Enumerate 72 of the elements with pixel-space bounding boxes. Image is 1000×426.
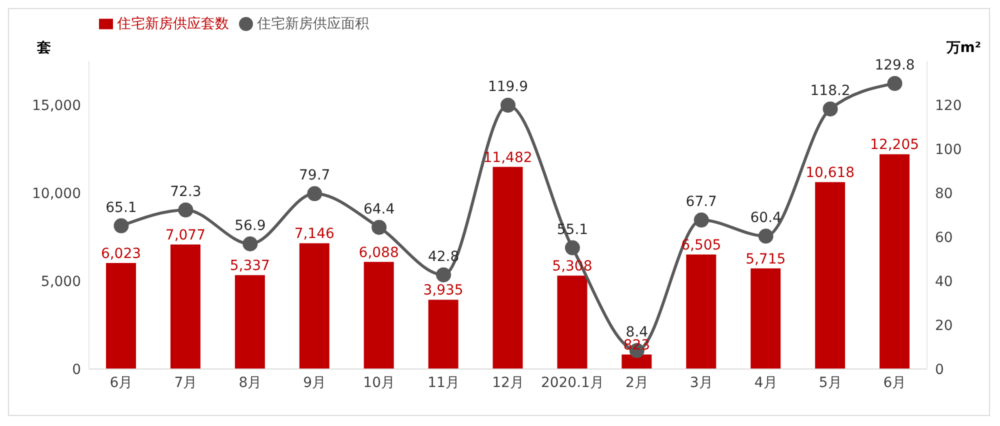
bar	[299, 243, 330, 369]
data-label: 67.7	[686, 194, 717, 210]
y2-axis-title: 万m²	[946, 40, 981, 56]
data-label: 119.9	[488, 79, 528, 96]
x-tick-label: 4月	[754, 374, 778, 391]
bar	[234, 275, 265, 369]
bar	[492, 166, 523, 369]
data-label: 79.7	[299, 168, 330, 184]
bar	[364, 262, 394, 369]
x-tick-label: 3月	[690, 374, 713, 391]
y2-tick-label: 40	[935, 274, 953, 290]
x-tick-label: 5月	[818, 374, 842, 391]
data-label: 118.2	[810, 82, 850, 99]
data-label: 65.1	[106, 200, 137, 216]
data-label: 3,935	[423, 282, 464, 299]
bar	[106, 262, 136, 369]
legend-label: 住宅新房供应面积	[257, 16, 369, 32]
data-label: 64.4	[363, 201, 395, 218]
bar	[750, 268, 781, 369]
data-label: 7,146	[294, 226, 335, 242]
data-label: 72.3	[170, 184, 202, 200]
bar	[880, 154, 910, 369]
point	[307, 186, 322, 202]
bar	[428, 300, 458, 369]
point	[114, 218, 129, 234]
point	[822, 101, 838, 116]
point	[694, 212, 709, 228]
point	[436, 267, 452, 282]
y2-tick-label: 80	[935, 186, 953, 202]
x-tick-label: 2月	[625, 374, 648, 391]
data-label: 56.9	[234, 218, 266, 234]
y-tick-label: 15,000	[32, 98, 81, 114]
x-tick-label: 12月	[492, 374, 524, 391]
x-tick-label: 10月	[363, 374, 395, 391]
data-label: 10,618	[806, 165, 855, 182]
y2-tick-label: 0	[935, 362, 944, 378]
data-label: 5,715	[746, 251, 786, 268]
data-label: 6,088	[358, 244, 399, 261]
y-tick-label: 10,000	[32, 186, 81, 202]
data-label: 7,077	[165, 227, 206, 244]
legend-label: 住宅新房供应套数	[117, 16, 229, 32]
y-tick-label: 0	[72, 362, 81, 378]
x-tick-label: 11月	[428, 374, 460, 391]
point	[178, 202, 194, 218]
point	[564, 240, 580, 256]
data-label: 129.8	[874, 57, 915, 74]
point	[758, 228, 774, 244]
x-tick-label: 6月	[883, 374, 906, 391]
x-tick-label: 9月	[303, 374, 326, 391]
data-label: 6,023	[100, 246, 142, 262]
point	[242, 236, 258, 252]
y-tick-label: 5,000	[40, 274, 81, 290]
y2-tick-label: 60	[935, 230, 953, 246]
data-label: 12,205	[870, 137, 920, 154]
y2-tick-label: 120	[935, 98, 962, 114]
point	[887, 76, 902, 91]
point	[500, 98, 516, 113]
y2-tick-label: 100	[935, 142, 962, 158]
bar	[557, 276, 588, 369]
x-tick-label: 2020.1月	[540, 374, 604, 391]
data-label: 60.4	[750, 210, 782, 226]
y-axis-title: 套	[37, 39, 51, 57]
bar	[170, 244, 200, 369]
data-label: 11,482	[483, 150, 532, 166]
x-tick-label: 6月	[110, 374, 133, 391]
data-label: 5,337	[230, 258, 270, 274]
bar	[686, 254, 716, 369]
x-tick-label: 7月	[174, 374, 198, 391]
y2-tick-label: 20	[935, 318, 953, 334]
bar	[815, 182, 846, 369]
x-tick-label: 8月	[238, 374, 262, 391]
point	[372, 220, 387, 235]
